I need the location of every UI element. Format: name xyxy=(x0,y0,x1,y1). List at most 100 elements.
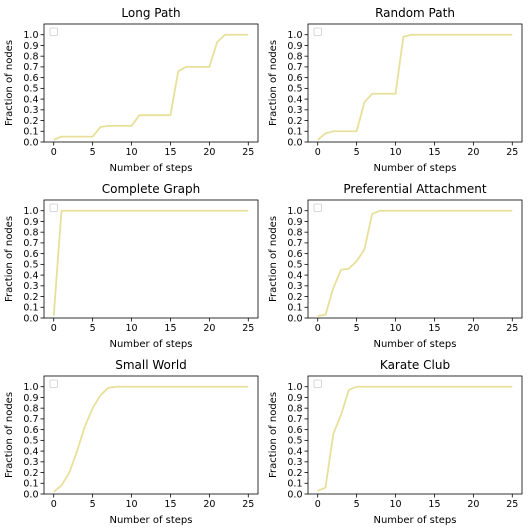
x-axis-label: Number of steps xyxy=(109,163,192,174)
x-tick-label: 25 xyxy=(242,499,254,510)
y-tick-label: 0.4 xyxy=(23,270,38,281)
series-line-0 xyxy=(318,211,513,316)
y-tick-label: 0.3 xyxy=(23,281,38,292)
y-tick-label: 1.0 xyxy=(23,382,38,393)
x-tick-label: 15 xyxy=(428,323,440,334)
x-tick-label: 5 xyxy=(90,323,96,334)
y-tick-label: 0.7 xyxy=(287,62,302,73)
y-tick-label: 1.0 xyxy=(23,206,38,217)
y-tick-label: 0.3 xyxy=(287,281,302,292)
y-tick-label: 0.4 xyxy=(287,94,302,105)
y-tick-label: 0.5 xyxy=(23,260,38,271)
chart-panel-2: 0 5 10 15 20 25 0.00.10.20.30.40.50.60.70.80.9… xyxy=(4,182,258,350)
series-line-0 xyxy=(54,35,249,140)
series-line-0 xyxy=(318,387,513,491)
chart-panel-0: 0 5 10 15 20 25 0.00.10.20.30.40.50.60.70.80.9… xyxy=(4,6,258,174)
x-tick-label: 5 xyxy=(90,499,96,510)
x-tick-label: 20 xyxy=(203,147,215,158)
y-tick-label: 0.2 xyxy=(287,468,302,479)
y-tick-label: 0.1 xyxy=(287,127,302,138)
y-tick-label: 0.7 xyxy=(23,238,38,249)
y-tick-label: 0.2 xyxy=(23,292,38,303)
y-tick-label: 0.1 xyxy=(287,479,302,490)
legend-box xyxy=(50,28,58,36)
y-tick-label: 0.1 xyxy=(23,303,38,314)
y-tick-label: 0.5 xyxy=(287,260,302,271)
x-tick-label: 15 xyxy=(164,147,176,158)
x-axis-label: Number of steps xyxy=(109,339,192,350)
x-tick-label: 5 xyxy=(90,147,96,158)
chart-title: Long Path xyxy=(121,6,180,20)
x-tick-label: 20 xyxy=(467,147,479,158)
chart-title: Karate Club xyxy=(380,358,450,372)
y-tick-label: 0.0 xyxy=(287,313,302,324)
y-tick-label: 0.4 xyxy=(287,270,302,281)
y-tick-label: 0.7 xyxy=(287,414,302,425)
x-tick-label: 10 xyxy=(389,323,401,334)
y-axis-label: Fraction of nodes xyxy=(268,40,279,126)
axes-frame xyxy=(308,24,522,142)
chart-panel-4: 0 5 10 15 20 25 0.00.10.20.30.40.50.60.70.80.9… xyxy=(4,358,258,526)
x-tick-label: 0 xyxy=(315,499,321,510)
y-tick-label: 0.4 xyxy=(23,94,38,105)
y-tick-label: 0.6 xyxy=(23,73,38,84)
axes-frame xyxy=(44,376,258,494)
x-tick-label: 10 xyxy=(125,323,137,334)
x-tick-label: 25 xyxy=(242,323,254,334)
y-tick-label: 0.4 xyxy=(287,446,302,457)
x-tick-label: 20 xyxy=(467,499,479,510)
x-tick-label: 10 xyxy=(389,499,401,510)
x-tick-label: 0 xyxy=(51,323,57,334)
y-tick-label: 0.6 xyxy=(287,249,302,260)
legend-box xyxy=(50,204,58,212)
y-tick-label: 0.9 xyxy=(287,41,302,52)
x-tick-label: 25 xyxy=(506,147,518,158)
series-line-0 xyxy=(54,211,249,316)
y-tick-label: 0.7 xyxy=(287,238,302,249)
y-tick-label: 0.9 xyxy=(23,41,38,52)
y-tick-label: 0.5 xyxy=(287,436,302,447)
chart-title: Small World xyxy=(115,358,187,372)
y-tick-label: 0.9 xyxy=(23,393,38,404)
legend-box xyxy=(50,380,58,388)
y-tick-label: 0.9 xyxy=(287,217,302,228)
x-axis-label: Number of steps xyxy=(109,515,192,526)
x-tick-label: 5 xyxy=(354,323,360,334)
x-tick-label: 20 xyxy=(203,499,215,510)
x-tick-label: 0 xyxy=(51,147,57,158)
x-tick-label: 15 xyxy=(428,499,440,510)
y-axis-label: Fraction of nodes xyxy=(4,40,15,126)
axes-frame xyxy=(44,24,258,142)
y-tick-label: 0.1 xyxy=(23,479,38,490)
y-tick-label: 0.6 xyxy=(287,425,302,436)
y-tick-label: 0.3 xyxy=(287,105,302,116)
legend-box xyxy=(314,204,322,212)
y-tick-label: 0.5 xyxy=(23,436,38,447)
y-tick-label: 0.5 xyxy=(287,84,302,95)
y-tick-label: 0.6 xyxy=(23,425,38,436)
chart-title: Complete Graph xyxy=(102,182,200,196)
y-tick-label: 0.0 xyxy=(287,137,302,148)
y-tick-label: 0.8 xyxy=(287,403,302,414)
chart-panel-3: 0 5 10 15 20 25 0.00.10.20.30.40.50.60.70.80.9… xyxy=(268,182,522,350)
y-axis-label: Fraction of nodes xyxy=(4,392,15,478)
y-tick-label: 0.2 xyxy=(23,116,38,127)
y-tick-label: 0.0 xyxy=(23,137,38,148)
y-tick-label: 0.1 xyxy=(287,303,302,314)
axes-frame xyxy=(44,200,258,318)
y-tick-label: 0.0 xyxy=(287,489,302,500)
y-axis-label: Fraction of nodes xyxy=(4,216,15,302)
y-tick-label: 1.0 xyxy=(287,206,302,217)
x-tick-label: 10 xyxy=(125,147,137,158)
x-tick-label: 15 xyxy=(428,147,440,158)
y-tick-label: 1.0 xyxy=(287,30,302,41)
y-tick-label: 0.7 xyxy=(23,62,38,73)
legend-box xyxy=(314,28,322,36)
x-tick-label: 5 xyxy=(354,147,360,158)
y-tick-label: 0.8 xyxy=(287,51,302,62)
y-tick-label: 0.5 xyxy=(23,84,38,95)
x-tick-label: 0 xyxy=(315,147,321,158)
y-tick-label: 0.2 xyxy=(23,468,38,479)
x-tick-label: 25 xyxy=(506,323,518,334)
